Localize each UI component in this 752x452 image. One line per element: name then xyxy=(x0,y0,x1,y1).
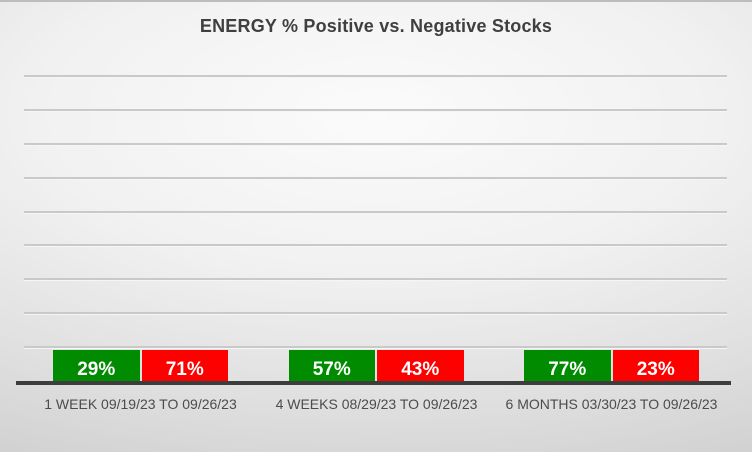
bar-group: 57% 43% xyxy=(288,350,464,381)
gridline xyxy=(24,244,727,247)
bar-value-label: 71% xyxy=(165,359,204,380)
chart-title: ENERGY % Positive vs. Negative Stocks xyxy=(199,16,553,36)
bar-positive: 29% xyxy=(53,350,140,381)
bars-row: 29% 71% 57% 43% 77% 23% xyxy=(16,76,731,381)
bar-value-label: 29% xyxy=(77,359,116,380)
gridline xyxy=(24,346,727,349)
gridline xyxy=(24,210,727,213)
gridline xyxy=(24,278,727,281)
bar-positive: 57% xyxy=(288,350,375,381)
bar-negative: 43% xyxy=(377,350,464,381)
bar-value-label: 23% xyxy=(636,359,675,380)
bar-value-label: 43% xyxy=(401,359,440,380)
gridline xyxy=(24,312,727,315)
bar-group: 29% 71% xyxy=(53,350,228,381)
plot-area: 29% 71% 57% 43% 77% 23% xyxy=(16,75,731,381)
category-label: 1 WEEK 09/19/23 TO 09/26/23 xyxy=(44,396,237,412)
bar-positive: 77% xyxy=(524,350,611,381)
gridline xyxy=(24,142,727,145)
x-axis-labels: 1 WEEK 09/19/23 TO 09/26/23 4 WEEKS 08/29… xyxy=(16,393,731,449)
bar-group: 77% 23% xyxy=(524,350,699,381)
x-axis-line xyxy=(16,381,731,385)
bar-negative: 71% xyxy=(141,350,228,381)
category-label: 6 MONTHS 03/30/23 TO 09/26/23 xyxy=(505,396,718,412)
bar-value-label: 77% xyxy=(548,359,587,380)
gridline xyxy=(24,108,727,111)
bar-negative: 23% xyxy=(612,350,699,381)
gridline xyxy=(24,75,727,77)
bar-value-label: 57% xyxy=(312,359,351,380)
category-label: 4 WEEKS 08/29/23 TO 09/26/23 xyxy=(275,396,478,412)
gridline xyxy=(24,176,727,179)
